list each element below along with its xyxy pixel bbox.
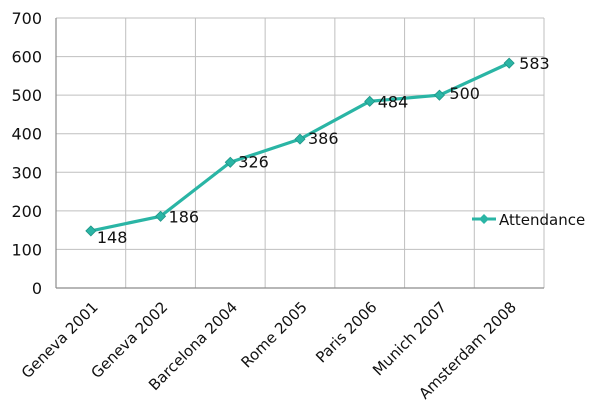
- data-point-marker: [294, 133, 306, 145]
- y-tick-label: 300: [11, 163, 42, 182]
- data-point-marker: [85, 225, 97, 237]
- data-label: 148: [97, 228, 128, 247]
- y-tick-label: 400: [11, 125, 42, 144]
- data-label: 583: [519, 54, 550, 73]
- data-point-marker: [224, 156, 236, 168]
- data-point-marker: [433, 89, 445, 101]
- legend-marker-attendance: [479, 214, 489, 224]
- x-tick-label: Rome 2005: [237, 298, 310, 371]
- series-line-attendance: [90, 61, 510, 233]
- x-tick-label: Paris 2006: [312, 298, 380, 366]
- data-point-marker: [364, 95, 376, 107]
- y-tick-label: 100: [11, 240, 42, 259]
- y-tick-label: 200: [11, 202, 42, 221]
- series-attendance: [85, 57, 515, 237]
- y-axis-tick-labels: 0 100 200 300 400 500 600 700: [11, 9, 42, 298]
- y-tick-label: 500: [11, 86, 42, 105]
- legend: Attendance: [472, 211, 585, 229]
- data-point-marker: [503, 57, 515, 69]
- data-labels: 148 186 326 386 484 500 583: [97, 54, 550, 247]
- data-label: 186: [169, 207, 200, 226]
- y-tick-label: 0: [32, 279, 42, 298]
- data-label: 484: [378, 92, 409, 111]
- legend-label-attendance: Attendance: [499, 211, 585, 229]
- y-tick-label: 600: [11, 48, 42, 67]
- data-label: 386: [308, 129, 339, 148]
- data-label: 500: [449, 84, 480, 103]
- data-point-marker: [155, 210, 167, 222]
- data-label: 326: [238, 152, 269, 171]
- gridlines: [55, 17, 545, 289]
- y-tick-label: 700: [11, 9, 42, 28]
